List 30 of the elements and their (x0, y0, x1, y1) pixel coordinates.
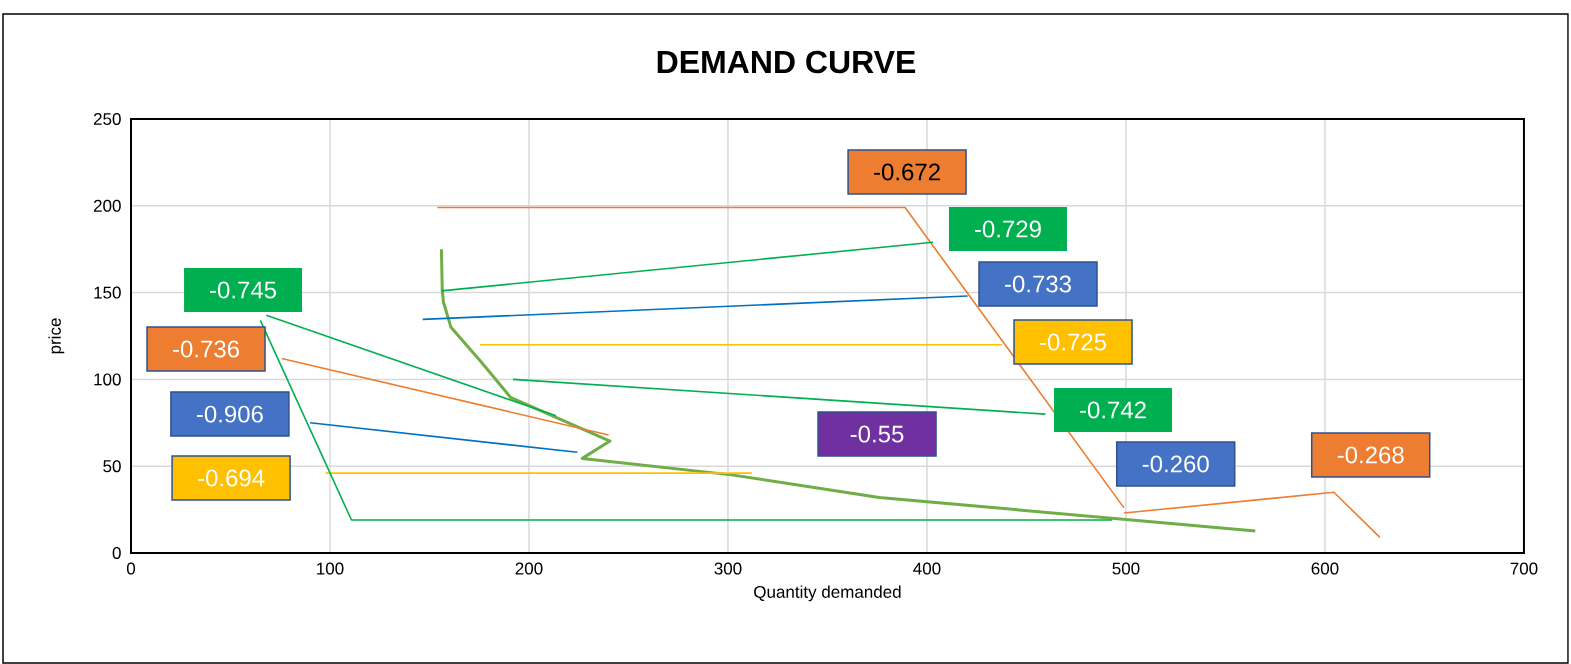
x-tick-label: 700 (1510, 562, 1538, 575)
line-series (439, 247, 1257, 533)
annotation: -0.742 (1080, 401, 1146, 419)
x-tick-label: 100 (317, 562, 344, 575)
annotation: -0.736 (173, 340, 239, 358)
annotation: -0.725 (1040, 333, 1107, 351)
annotation: -0.694 (198, 469, 265, 487)
annotation: -0.729 (975, 220, 1041, 238)
y-tick-label: 100 (94, 373, 121, 386)
annotation: -0.268 (1337, 446, 1404, 464)
y-tick-label: 150 (94, 286, 121, 299)
annotation: -0.745 (210, 281, 277, 299)
annotation: -0.260 (1142, 455, 1209, 473)
x-tick-label: 300 (714, 562, 742, 575)
annotation: -0.55 (850, 425, 904, 443)
y-tick-label: 0 (112, 546, 121, 560)
y-tick-label: 200 (93, 199, 121, 212)
x-tick-label: 600 (1311, 562, 1339, 575)
x-tick-label: 500 (1112, 562, 1140, 575)
chart-title: DEMAND CURVE (657, 50, 916, 74)
annotation: -0.906 (196, 405, 263, 423)
y-tick-label: 50 (103, 460, 121, 473)
y-tick-label: 250 (93, 112, 121, 126)
annotation: -0.672 (874, 163, 940, 181)
x-axis-title: Quantity demanded (754, 585, 901, 602)
y-axis-title: price (48, 318, 65, 354)
x-tick-label: 400 (913, 562, 941, 575)
x-tick-label: 0 (126, 562, 136, 575)
x-tick-label: 200 (515, 562, 543, 575)
annotation: -0.733 (1005, 275, 1071, 293)
